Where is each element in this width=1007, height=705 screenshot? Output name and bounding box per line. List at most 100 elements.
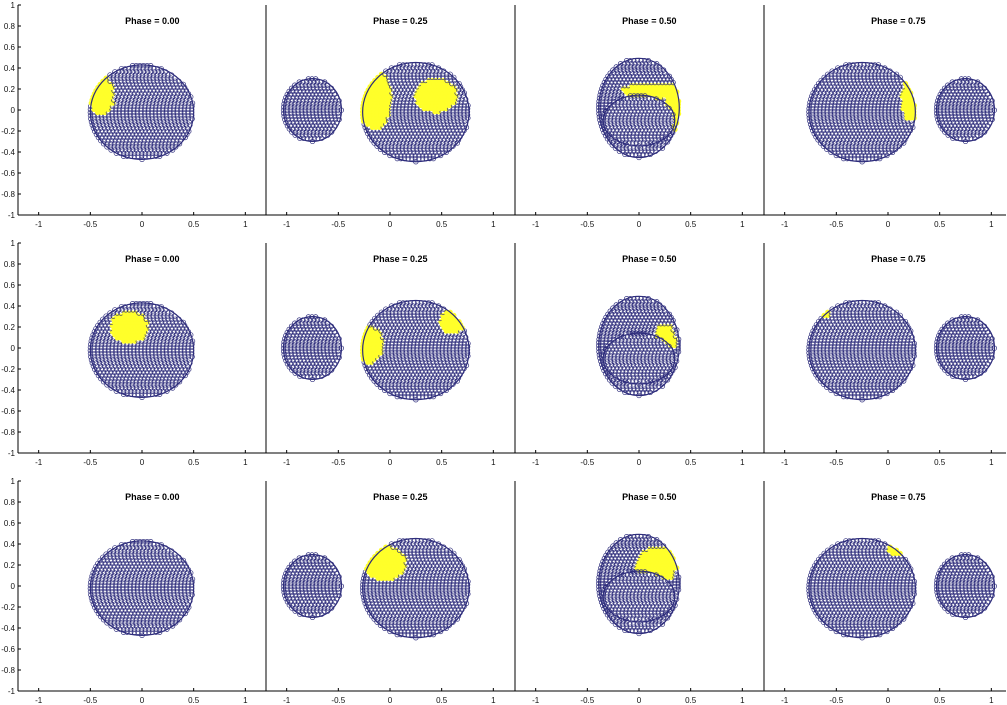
- primary-star-surface-point: [131, 116, 137, 122]
- primary-star-surface-point: [157, 75, 163, 81]
- primary-star-surface-point: [122, 122, 128, 128]
- primary-star-surface-point: [163, 109, 169, 116]
- primary-star-surface-point: [389, 118, 396, 124]
- primary-star-surface-point: [398, 80, 404, 87]
- primary-star-surface-point: [396, 102, 402, 109]
- primary-star-surface-point: [127, 109, 133, 116]
- x-tick-label: 1: [740, 220, 745, 229]
- primary-star-surface-point: [161, 119, 167, 125]
- primary-star-surface-point: [129, 97, 135, 103]
- primary-star-surface-point: [407, 112, 413, 118]
- primary-star-surface-point: [173, 81, 179, 88]
- primary-star-surface-point: [431, 124, 437, 130]
- primary-star-surface-point: [135, 116, 141, 122]
- primary-star-surface-point: [413, 124, 419, 130]
- primary-star-surface-point: [182, 103, 188, 109]
- primary-star-surface-point: [185, 103, 192, 109]
- primary-star-surface-point: [153, 100, 160, 106]
- primary-star-surface-point: [104, 141, 110, 147]
- primary-star-surface-point: [184, 125, 191, 131]
- primary-star-surface-point: [162, 144, 168, 150]
- primary-star-surface-point: [176, 141, 183, 147]
- primary-star-surface-point: [111, 78, 117, 84]
- primary-star-surface-point: [144, 125, 151, 131]
- primary-star-surface-point: [458, 99, 464, 106]
- primary-star-surface-point: [121, 78, 128, 84]
- y-tick-label: -0.6: [1, 169, 15, 178]
- primary-star-surface-point: [428, 146, 434, 152]
- primary-star-surface-point: [463, 96, 469, 102]
- primary-star-surface-point: [153, 119, 160, 125]
- primary-star-surface-point: [112, 109, 119, 116]
- primary-star-surface-point: [106, 119, 113, 125]
- primary-star-surface-point: [185, 112, 191, 119]
- primary-star-surface-point: [163, 106, 170, 113]
- primary-star-surface-point: [134, 109, 141, 116]
- primary-star-surface-point: [125, 122, 132, 128]
- primary-star-surface-point: [133, 141, 139, 147]
- primary-star-surface-point: [458, 102, 464, 109]
- primary-star-surface-point: [180, 81, 186, 88]
- primary-star-surface-point: [170, 125, 176, 131]
- primary-star-surface-point: [129, 141, 136, 147]
- primary-star-surface-point: [132, 78, 139, 84]
- primary-star-surface-point: [143, 97, 149, 103]
- primary-star-surface-point: [143, 122, 150, 128]
- primary-star-surface-point: [405, 80, 412, 87]
- primary-star-surface-point: [112, 125, 118, 131]
- primary-star-surface-point: [160, 106, 166, 113]
- primary-star-surface-point: [154, 75, 160, 81]
- primary-star-surface-point: [407, 105, 413, 112]
- primary-star-surface-point: [138, 153, 145, 159]
- primary-star-surface-point: [166, 125, 172, 131]
- primary-star-surface-point: [107, 72, 113, 78]
- y-tick-label: 0: [11, 106, 16, 115]
- primary-star-surface-point: [122, 81, 129, 88]
- primary-star-surface-point: [176, 97, 182, 103]
- primary-star-surface-point: [418, 149, 424, 155]
- primary-star-surface-point: [403, 112, 409, 118]
- y-tick-label: -0.2: [1, 127, 15, 136]
- primary-star-surface-point: [437, 121, 443, 127]
- primary-star-surface-point: [143, 78, 149, 84]
- primary-star-surface-point: [113, 106, 119, 113]
- primary-star-surface-point: [141, 125, 147, 131]
- primary-star-surface-point: [168, 100, 174, 106]
- primary-star-surface-point: [150, 119, 156, 125]
- primary-star-surface-point: [150, 97, 157, 103]
- primary-star-surface-point: [181, 125, 187, 131]
- primary-star-surface-point: [144, 141, 150, 147]
- primary-star-surface-point: [155, 69, 161, 75]
- primary-star-surface-point: [134, 112, 141, 119]
- primary-star-surface-point: [133, 122, 139, 128]
- primary-star-surface-point: [388, 146, 395, 152]
- primary-star-surface-point: [140, 122, 146, 128]
- primary-star-surface-point: [120, 153, 127, 159]
- primary-star-surface-point: [397, 96, 404, 102]
- primary-star-surface-point: [135, 119, 142, 125]
- primary-star-surface-point: [403, 109, 409, 115]
- primary-star-surface-point: [173, 141, 179, 147]
- primary-star-surface-point: [148, 69, 154, 75]
- x-tick-label: 0: [388, 458, 393, 467]
- primary-star-surface-point: [119, 147, 125, 153]
- primary-star-surface-point: [113, 116, 119, 122]
- primary-star-surface-point: [127, 112, 133, 119]
- primary-star-surface-point: [454, 118, 461, 124]
- primary-star-surface-point: [155, 125, 162, 131]
- primary-star-surface-point: [160, 109, 166, 116]
- primary-star-surface-point: [117, 116, 123, 122]
- primary-star-surface-point: [118, 144, 125, 150]
- primary-star-surface-point: [457, 105, 464, 112]
- primary-star-surface-point: [127, 106, 133, 113]
- primary-star-surface-point: [125, 78, 131, 84]
- primary-star-surface-point: [464, 109, 471, 115]
- primary-star-surface-point: [164, 103, 170, 109]
- primary-star-surface-point: [111, 81, 118, 88]
- x-tick-label: 0.5: [934, 220, 946, 229]
- y-tick-label: -0.8: [1, 190, 15, 199]
- primary-star-surface-point: [169, 122, 175, 128]
- primary-star-surface-point: [407, 149, 413, 155]
- primary-star-surface-point: [392, 102, 399, 109]
